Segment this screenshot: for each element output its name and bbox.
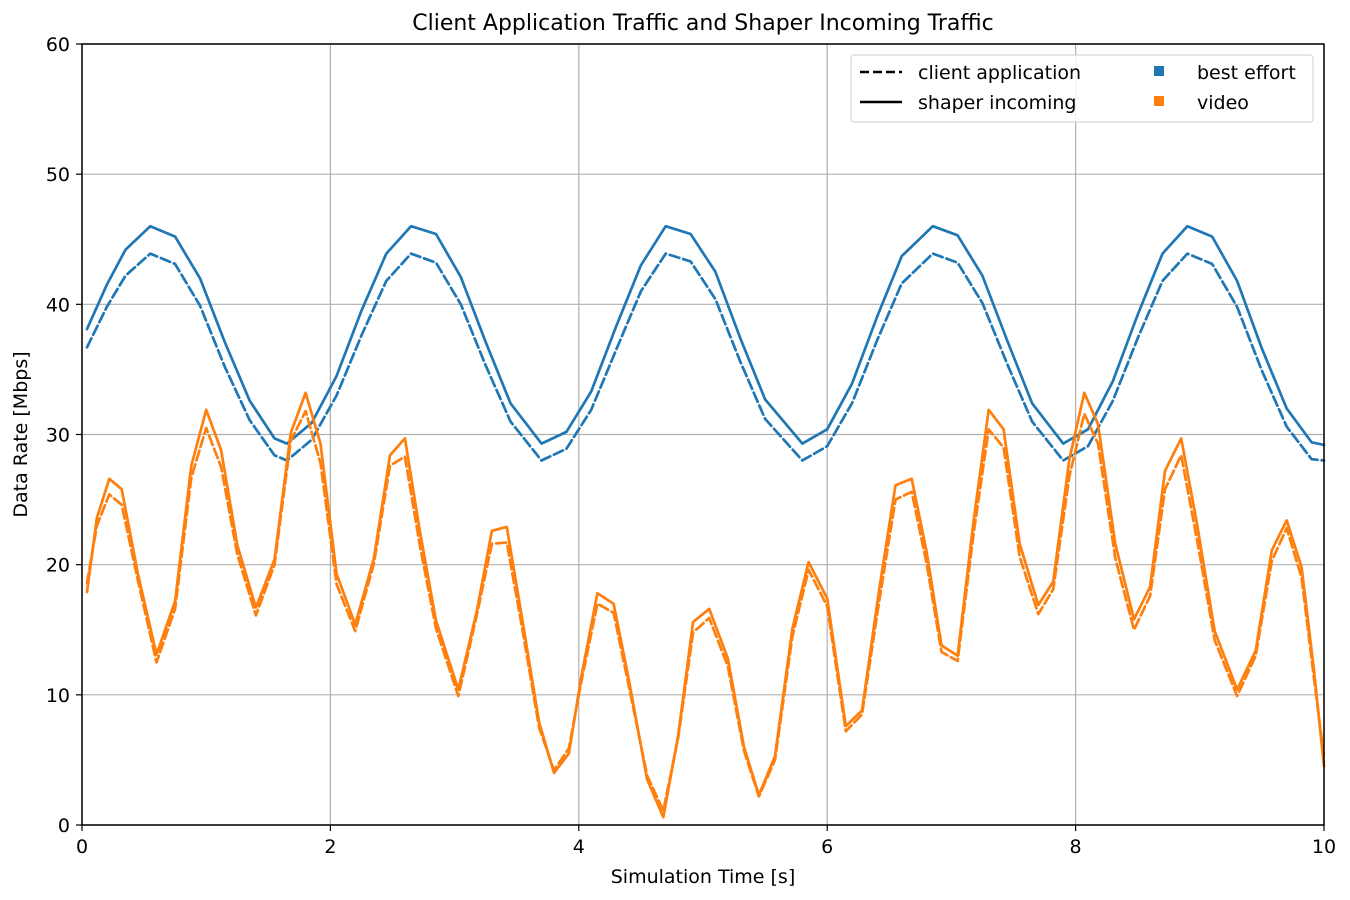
y-tick-label: 0 <box>58 815 70 837</box>
x-tick-label: 6 <box>821 836 833 858</box>
legend-label-client-application: client application <box>918 62 1081 84</box>
x-tick-label: 4 <box>573 836 585 858</box>
y-tick-label: 50 <box>46 164 70 186</box>
series-best-effort-client-application <box>85 252 1326 462</box>
x-tick-label: 10 <box>1312 836 1336 858</box>
series-video-shaper-incoming <box>85 391 1326 819</box>
chart-title: Client Application Traffic and Shaper In… <box>412 11 994 36</box>
x-axis-label: Simulation Time [s] <box>611 866 796 888</box>
legend-label-video: video <box>1197 92 1249 114</box>
legend-video-marker <box>1154 96 1164 106</box>
legend-label-shaper-incoming: shaper incoming <box>918 92 1076 114</box>
x-tick-label: 8 <box>1070 836 1082 858</box>
legend-label-best-effort: best effort <box>1197 62 1296 84</box>
legend: client application shaper incoming best … <box>850 54 1314 123</box>
x-tick-label: 2 <box>324 836 336 858</box>
y-tick-label: 40 <box>46 294 70 316</box>
y-axis-label: Data Rate [Mbps] <box>10 351 32 517</box>
y-tick-label: 10 <box>46 685 70 707</box>
ticks: 0 2 4 6 8 10 0 10 20 30 40 50 60 <box>46 34 1336 858</box>
legend-frame <box>850 54 1314 123</box>
legend-best-effort-marker <box>1154 66 1164 76</box>
y-tick-label: 20 <box>46 555 70 577</box>
series-best-effort-shaper-incoming <box>85 224 1326 447</box>
y-tick-label: 60 <box>46 34 70 56</box>
series-layer <box>85 224 1326 819</box>
y-tick-label: 30 <box>46 425 70 447</box>
x-tick-label: 0 <box>76 836 88 858</box>
